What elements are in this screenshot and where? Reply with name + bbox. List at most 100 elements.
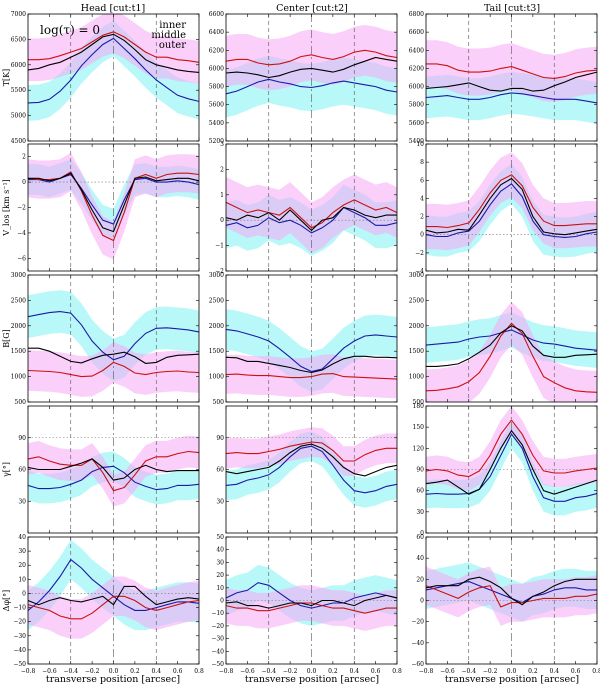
series-inner <box>28 37 199 104</box>
y-tick-label: 1000 <box>11 374 26 381</box>
series-middle <box>28 458 199 481</box>
y-tick-label: 2000 <box>409 323 424 330</box>
y-tick-label: 3000 <box>11 272 26 279</box>
y-tick-label: 5400 <box>209 120 224 127</box>
y-tick-label: 2 <box>220 166 224 173</box>
y-tick-label: 10 <box>416 141 424 148</box>
legend-inner: inner <box>159 20 186 31</box>
series-middle <box>28 347 199 364</box>
y-tick-label: 20 <box>416 576 424 583</box>
y-tick-label: 5500 <box>11 87 26 94</box>
x-tick-label: 0.6 <box>371 668 381 675</box>
x-tick-label: 0.0 <box>307 668 317 675</box>
series-outer <box>28 595 199 620</box>
band-inner <box>226 431 397 508</box>
plot-area <box>426 537 597 664</box>
y-tick-label: 2000 <box>209 323 224 330</box>
y-tick-label: −40 <box>211 648 224 655</box>
x-tick-label: 0.8 <box>194 668 204 675</box>
legend-outer: outer <box>159 40 186 51</box>
y-axis-label: T[K] <box>2 69 11 87</box>
series-inner <box>226 328 397 373</box>
y-tick-label: 6400 <box>409 47 424 54</box>
y-tick-label: 2500 <box>209 297 224 304</box>
panel-r3-c0: 30 60 90 γ[°] <box>2 405 200 534</box>
y-tick-label: 0 <box>220 598 224 605</box>
panel-grid: 450050005500600065007000T[K]520054005600… <box>2 11 600 675</box>
y-tick-label: 2000 <box>11 323 26 330</box>
plot-area <box>226 275 397 402</box>
y-tick-label: 50 <box>216 534 224 541</box>
y-tick-label: 5600 <box>209 102 224 109</box>
y-axis-label: γ[°] <box>2 462 11 477</box>
y-axis-label: V_los [km s⁻¹] <box>2 179 11 237</box>
y-tick-label: 20 <box>18 562 26 569</box>
y-tick-label: 90 <box>416 467 424 474</box>
series-outer <box>426 322 597 393</box>
y-tick-label: 30 <box>216 559 224 566</box>
series-outer <box>426 63 597 79</box>
x-tick-label: −0.8 <box>219 668 234 675</box>
legend-middle: middle <box>151 30 186 41</box>
y-tick-label: 6500 <box>11 36 26 43</box>
y-tick-label: 6000 <box>11 62 26 69</box>
series-inner <box>226 206 397 234</box>
y-tick-label: −50 <box>13 661 26 668</box>
y-tick-label: 40 <box>416 555 424 562</box>
series-middle <box>226 594 397 609</box>
series-inner <box>28 311 199 361</box>
series-middle <box>426 177 597 236</box>
y-tick-label: 4500 <box>11 138 26 145</box>
panel-r1-c0: −6 −4 −2 0 2 V_los [km s⁻¹] <box>2 143 200 272</box>
x-tick-label: 0.6 <box>571 668 581 675</box>
plot-area <box>426 406 597 533</box>
panel-r0-c1: 5200 5400 5600 5800 6000 6200 6400 6600 <box>209 11 398 145</box>
x-tick-label: −0.4 <box>63 668 78 675</box>
y-tick-label: 2 <box>22 154 26 161</box>
y-tick-label: 7000 <box>11 11 26 18</box>
y-tick-label: 0 <box>220 217 224 224</box>
series-middle <box>226 206 397 232</box>
y-tick-label: 20 <box>216 572 224 579</box>
band-inner <box>226 309 397 392</box>
y-tick-label: 120 <box>413 445 425 452</box>
band-inner <box>28 20 199 121</box>
y-tick-label: −2 <box>17 205 26 212</box>
y-tick-label: 30 <box>18 548 26 555</box>
y-tick-label: 40 <box>216 547 224 554</box>
x-tick-label: −0.2 <box>85 668 100 675</box>
y-tick-label: 5600 <box>409 120 424 127</box>
y-tick-label: −4 <box>17 230 26 237</box>
series-inner <box>226 78 397 95</box>
series-middle <box>226 355 397 374</box>
y-axis-label: Δφ[°] <box>2 590 11 612</box>
x-tick-label: 0.8 <box>592 668 600 675</box>
series-outer <box>226 602 397 614</box>
x-label-tail: transverse position [arcsec] <box>445 674 579 685</box>
col-title-head: Head [cut:t1] <box>81 3 145 14</box>
series-inner <box>426 183 597 238</box>
series-middle <box>426 429 597 495</box>
y-tick-label: 1500 <box>209 348 224 355</box>
x-tick-label: −0.6 <box>42 668 57 675</box>
x-tick-label: 0.8 <box>392 668 402 675</box>
series-outer <box>28 450 199 492</box>
panel-r2-c1: 500 1000 1500 2000 2500 3000 <box>209 272 398 406</box>
y-tick-label: 6000 <box>409 84 424 91</box>
plot-area <box>426 275 597 402</box>
y-tick-label: 3 <box>220 141 224 148</box>
y-tick-label: 5800 <box>409 102 424 109</box>
series-inner <box>426 92 597 104</box>
y-tick-label: 4 <box>420 195 424 202</box>
x-label-head: transverse position [arcsec] <box>46 674 180 685</box>
series-outer <box>28 31 199 63</box>
band-outer <box>28 435 199 507</box>
series-middle <box>426 576 597 606</box>
y-tick-label: 90 <box>18 435 26 442</box>
y-tick-label: 1000 <box>209 374 224 381</box>
y-tick-label: −20 <box>13 619 26 626</box>
series-outer <box>226 373 397 380</box>
y-tick-label: 6600 <box>409 29 424 36</box>
y-tick-label: 500 <box>413 399 425 406</box>
series-inner <box>426 433 597 502</box>
